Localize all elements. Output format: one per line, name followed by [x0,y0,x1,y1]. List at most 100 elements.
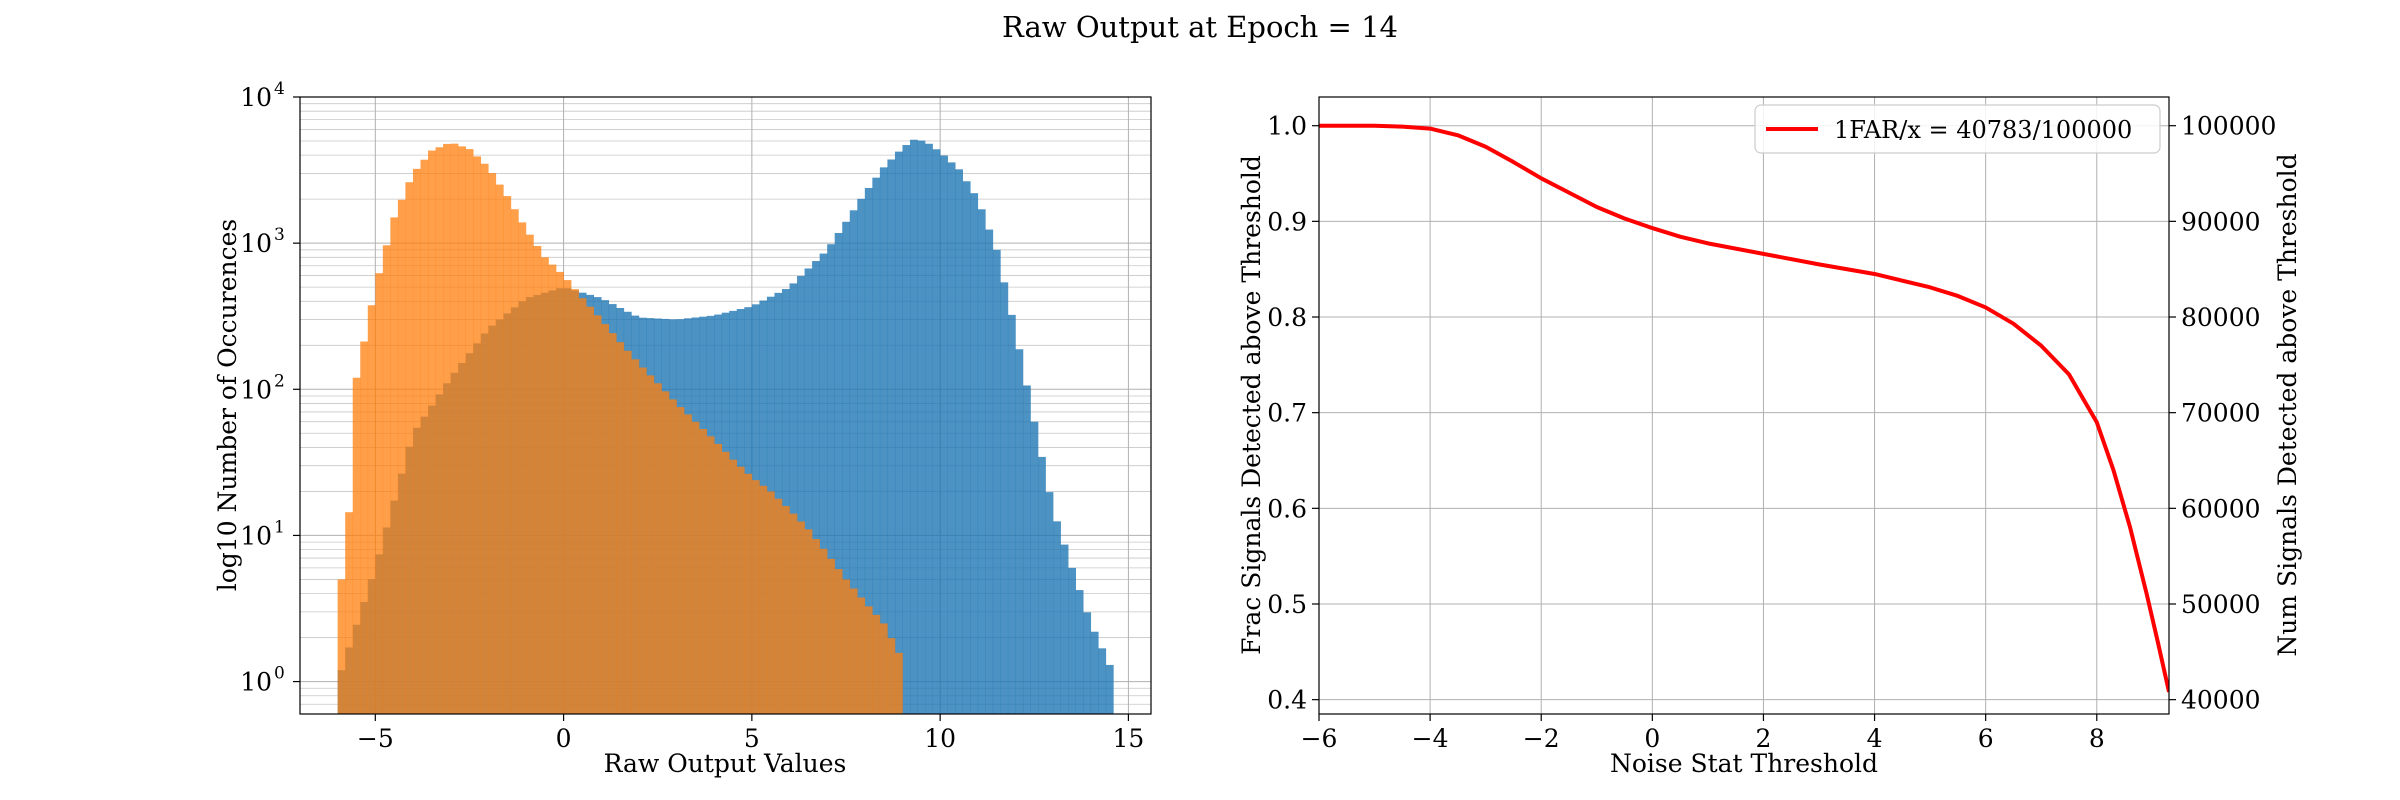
histogram-bar [849,210,858,714]
histogram-bar [458,146,466,714]
histogram-bar [789,513,798,714]
histogram-bar [1015,349,1024,714]
histogram-bar [789,283,798,714]
histogram-bar [586,306,595,714]
histogram-bar [691,421,700,714]
histogram-bar [744,473,753,714]
histogram-bar [653,383,662,714]
detection-curve-y-tick-label: 0.7 [1267,399,1307,428]
histogram-bar [638,367,647,714]
detection-curve-x-tick-label: 2 [1755,724,1771,753]
histogram-bar [428,150,436,714]
detection-curve-right-y-tick-label: 90000 [2181,207,2261,236]
histogram-x-ticks: −5 0 5 10 15 [357,714,1144,753]
histogram-bar [887,159,896,714]
histogram-bar [857,597,866,714]
histogram-bar [781,506,790,714]
histogram-bar [540,257,549,714]
histogram-bar [827,244,835,714]
histogram-x-axis-label: Raw Output Values [604,749,847,778]
histogram-bar [1045,492,1054,714]
histogram-bar [857,198,866,714]
detection-curve-right-y-tick-label: 40000 [2181,686,2261,715]
histogram-bar [669,399,677,714]
histogram-bar [450,143,459,714]
histogram-bar [1038,456,1046,714]
histogram-bar [781,289,790,714]
detection-curve-y-tick-label: 0.9 [1267,207,1307,236]
histogram-bar [766,491,775,714]
histogram-bar [797,275,805,714]
histogram-bar [706,436,715,714]
histogram-bar [729,459,738,714]
detection-curve-x-tick-label: 8 [2089,724,2105,753]
detection-curve-x-axis-label: Noise Stat Threshold [1610,749,1878,778]
histogram-bar [397,199,406,714]
histogram-bar [571,289,579,714]
histogram-bar [910,139,918,714]
histogram-bar [1060,544,1069,714]
histogram-plot-frame [299,96,1152,715]
legend: 1FAR/x = 40783/100000 [1754,104,2161,154]
detection-curve-y-tick-label: 0.6 [1267,494,1307,523]
histogram-bar [1022,385,1031,714]
histogram-bar [1053,521,1061,714]
histogram-bar [827,558,835,714]
histogram-bar [1000,282,1009,714]
histogram-y-tick-label: 10 [240,668,272,697]
histogram-bar [533,245,542,714]
histogram-bar [714,443,723,714]
histogram-bar [405,182,414,714]
detection-curve-right-y-tick-label: 70000 [2181,399,2261,428]
histogram-bar [947,162,956,714]
histogram-bar [887,638,896,714]
detection-curve-line [1319,123,2169,693]
histogram-x-tick-label: 15 [1113,724,1145,753]
histogram-y-tick-exponent: 0 [274,664,285,684]
detection-curve-y-tick-label: 0.8 [1267,303,1307,332]
detection-curve-right-y-tick-label: 60000 [2181,494,2261,523]
legend-box [1754,104,2161,154]
histogram-bar [1075,590,1084,714]
histogram-bar [661,391,670,714]
histogram-bar [480,163,489,714]
detection-curve-x-tick-label: −6 [1301,724,1338,753]
histogram-bar [955,169,964,714]
histogram-bar [465,149,474,714]
histogram-bar [495,184,504,714]
histogram-bar [872,614,881,714]
histogram-bar [842,221,851,714]
histogram-bar [962,181,971,714]
detection-curve-gridlines [1318,97,2169,714]
detection-curve-right-y-ticks: 40000 50000 60000 70000 80000 90000 100000 [2169,112,2276,715]
histogram-bar [736,466,745,714]
histogram-bar [412,168,421,714]
histogram-bar [1068,567,1076,714]
histogram-bar [1007,314,1016,714]
histogram-bar [488,173,497,714]
detection-curve-y-tick-label: 1.0 [1267,112,1307,141]
histogram-bar [819,548,828,714]
histogram-bar [932,149,941,714]
histogram-y-tick-exponent: 4 [274,79,285,99]
histogram-bar [902,145,911,714]
histogram-bar [510,209,519,714]
detection-curve-panel: −6 −4 −2 0 2 4 6 8 0.4 0.5 0.6 0.7 0.8 0.9 1.0 40000 5… [1237,96,2302,778]
detection-curve-y-tick-label: 0.4 [1267,686,1307,715]
histogram-y-tick-label: 10 [240,83,272,112]
histogram-y-tick-label: 10 [240,375,272,404]
histogram-bar [894,151,903,714]
histogram-bar [759,485,768,714]
detection-curve-lines [1319,123,2169,693]
figure-title: Raw Output at Epoch = 14 [1002,10,1398,44]
histogram-y-tick-exponent: 3 [274,225,285,245]
histogram-bar [1105,664,1114,714]
histogram-bar [684,414,692,714]
histogram-bars [337,139,1114,714]
detection-curve-right-y-axis-label: Num Signals Detected above Threshold [2273,153,2302,656]
histogram-bar [1030,421,1039,714]
histogram-y-tick-label: 10 [240,229,272,258]
histogram-bar [819,253,828,714]
